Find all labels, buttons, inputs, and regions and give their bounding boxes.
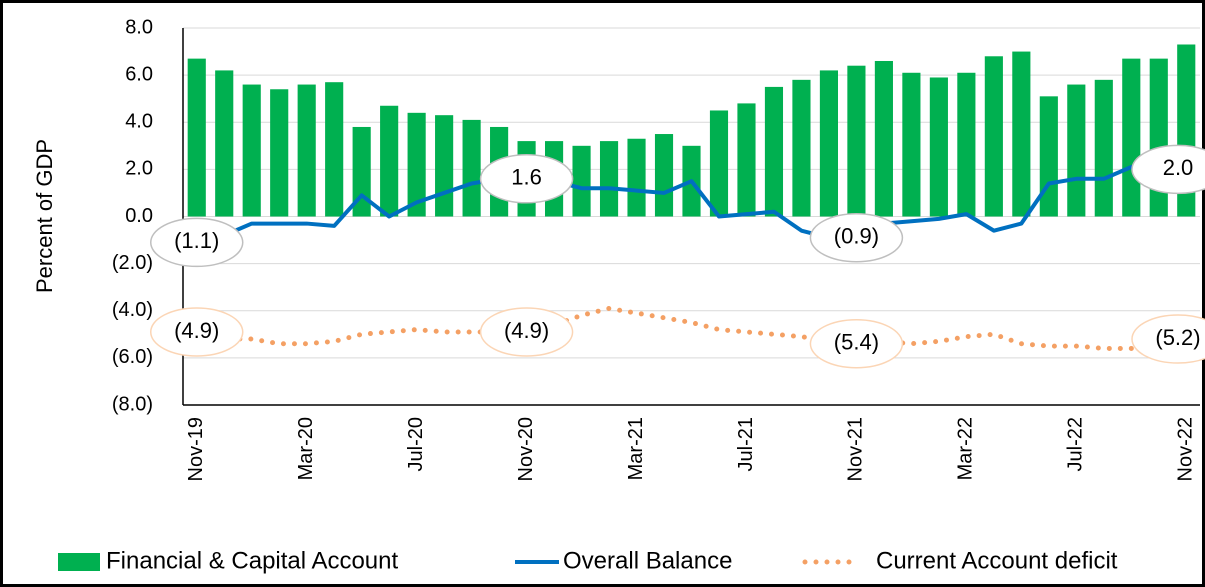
bar bbox=[1039, 96, 1058, 217]
data-label: (1.1) bbox=[174, 228, 219, 253]
data-label: 1.6 bbox=[511, 165, 542, 190]
y-tick-label: (8.0) bbox=[112, 393, 153, 415]
x-tick-label: Nov-19 bbox=[185, 417, 207, 481]
label-bubble bbox=[809, 318, 904, 369]
y-tick-label: 6.0 bbox=[125, 63, 153, 85]
label-bubble bbox=[1131, 144, 1205, 195]
legend-swatch bbox=[58, 553, 100, 571]
y-tick-label: 4.0 bbox=[125, 111, 153, 133]
y-tick-label: 2.0 bbox=[125, 158, 153, 180]
bar bbox=[957, 72, 976, 217]
data-label: 2.0 bbox=[1163, 155, 1194, 180]
bar bbox=[737, 103, 756, 217]
bar bbox=[187, 58, 206, 217]
bar bbox=[764, 86, 784, 217]
x-tick-label: Mar-22 bbox=[955, 417, 977, 480]
bar bbox=[1094, 79, 1113, 217]
bar bbox=[1122, 58, 1141, 217]
y-axis-title: Percent of GDP bbox=[32, 139, 57, 293]
x-tick-label: Jul-22 bbox=[1065, 417, 1087, 471]
bar bbox=[380, 105, 399, 217]
x-tick-label: Jul-21 bbox=[735, 417, 757, 471]
bar bbox=[902, 72, 921, 217]
bar bbox=[874, 60, 893, 217]
line bbox=[194, 165, 1189, 245]
y-tick-label: (2.0) bbox=[112, 252, 153, 274]
bar bbox=[654, 134, 674, 217]
bar bbox=[929, 77, 948, 217]
bar bbox=[1067, 84, 1086, 217]
line bbox=[194, 305, 1189, 351]
bar bbox=[352, 126, 371, 217]
data-label: (4.9) bbox=[174, 318, 219, 343]
bar bbox=[297, 84, 316, 217]
bar bbox=[270, 89, 289, 217]
bar bbox=[1012, 51, 1031, 217]
bar bbox=[462, 119, 481, 217]
bar bbox=[819, 70, 839, 217]
label-bubble bbox=[149, 307, 244, 357]
label-bubble bbox=[149, 217, 244, 268]
data-label: (0.9) bbox=[834, 224, 879, 249]
bar bbox=[627, 138, 646, 217]
legend-label: Overall Balance bbox=[563, 547, 732, 574]
bar bbox=[599, 141, 619, 217]
legend-label: Financial & Capital Account bbox=[106, 547, 398, 574]
data-label: (5.2) bbox=[1155, 325, 1200, 350]
label-bubble bbox=[479, 307, 574, 357]
x-tick-label: Nov-21 bbox=[845, 417, 867, 481]
label-bubble bbox=[479, 154, 574, 204]
y-tick-label: (4.0) bbox=[112, 299, 153, 321]
data-label: (4.9) bbox=[504, 318, 549, 343]
data-label: (5.4) bbox=[834, 330, 879, 355]
bar bbox=[435, 115, 454, 217]
bar bbox=[407, 112, 426, 217]
bar bbox=[215, 70, 234, 217]
bar bbox=[792, 79, 811, 217]
x-tick-label: Mar-21 bbox=[625, 417, 647, 480]
bar bbox=[984, 56, 1003, 217]
legend-label: Current Account deficit bbox=[876, 547, 1118, 574]
bar bbox=[709, 110, 729, 217]
y-tick-label: 0.0 bbox=[125, 205, 153, 227]
label-bubble bbox=[809, 212, 904, 263]
bar bbox=[325, 82, 344, 217]
x-tick-label: Nov-22 bbox=[1175, 417, 1197, 481]
bar bbox=[242, 84, 261, 217]
x-tick-label: Nov-20 bbox=[515, 417, 537, 481]
x-tick-label: Mar-20 bbox=[295, 417, 317, 480]
x-tick-label: Jul-20 bbox=[405, 417, 427, 471]
bar bbox=[572, 145, 591, 217]
y-tick-label: 8.0 bbox=[125, 16, 153, 38]
label-bubble bbox=[1131, 314, 1205, 364]
bar bbox=[847, 65, 866, 217]
y-tick-label: (6.0) bbox=[112, 346, 153, 368]
